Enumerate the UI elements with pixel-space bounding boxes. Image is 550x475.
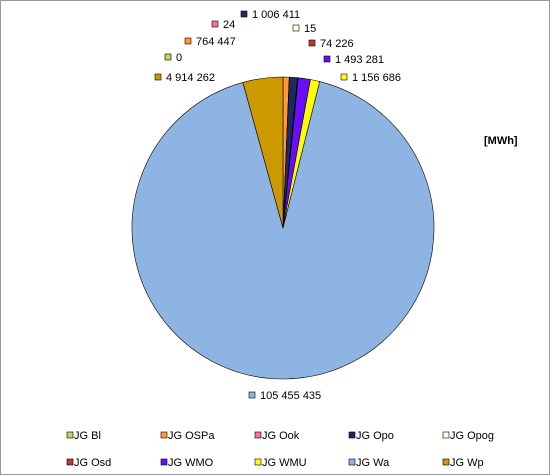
legend-label: JG Opog — [450, 430, 494, 442]
legend-label: JG OSPa — [168, 430, 215, 442]
data-label: 15 — [304, 23, 316, 35]
data-label: 0 — [176, 52, 182, 64]
legend-label: JG Bl — [74, 430, 101, 442]
pie-slice — [242, 76, 284, 229]
legend-key — [66, 458, 74, 466]
legend-key — [66, 431, 74, 439]
data-label-key — [323, 55, 331, 63]
data-label-key — [211, 20, 219, 28]
data-label: 1 493 281 — [335, 54, 384, 66]
legend-label: JG Ook — [262, 430, 300, 442]
data-label: 1 156 686 — [352, 72, 401, 84]
data-label-key — [184, 37, 192, 45]
data-label: 24 — [223, 19, 235, 31]
legend-key — [160, 458, 168, 466]
legend-key — [254, 458, 262, 466]
legend-label: JG Osd — [74, 457, 111, 469]
legend-key — [442, 431, 450, 439]
legend-label: JG WMO — [168, 457, 214, 469]
data-label-key — [240, 10, 248, 18]
data-label: 74 226 — [320, 38, 354, 50]
unit-label: [MWh] — [484, 135, 518, 147]
data-label-key — [248, 391, 256, 399]
data-label: 4 914 262 — [166, 72, 215, 84]
legend-key — [348, 458, 356, 466]
data-label: 1 006 411 — [252, 9, 300, 21]
legend-key — [160, 431, 168, 439]
data-label-key — [292, 24, 300, 32]
legend-label: JG Wp — [450, 457, 484, 469]
legend-key — [442, 458, 450, 466]
data-label-key — [154, 73, 162, 81]
data-label-key — [308, 39, 316, 47]
data-label: 105 455 435 — [260, 390, 321, 402]
legend-key — [348, 431, 356, 439]
data-label: 764 447 — [196, 36, 236, 48]
legend-label: JG Opo — [356, 430, 394, 442]
legend-label: JG Wa — [356, 457, 390, 469]
data-label-key — [340, 73, 348, 81]
pie-slice — [131, 81, 435, 380]
data-label-key — [164, 53, 172, 61]
legend-key — [254, 431, 262, 439]
legend-label: JG WMU — [262, 457, 307, 469]
